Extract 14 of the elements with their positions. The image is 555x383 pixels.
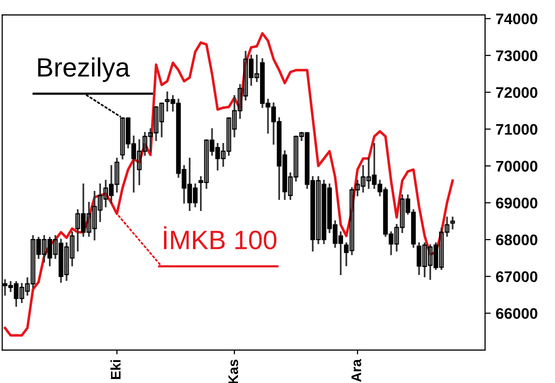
y-tick-label: 66000 (496, 308, 538, 319)
y-tick-label: 69000 (496, 198, 538, 208)
y-tick-label: 71000 (496, 124, 538, 135)
series-label: Brezilya (38, 57, 130, 82)
y-tick-label: 70000 (496, 160, 538, 172)
x-tick-label: Eki (110, 360, 121, 380)
y-tick-label: 68000 (496, 234, 538, 246)
y-tick-label: 74000 (496, 13, 538, 24)
legend-label: İMKB 100 (164, 226, 276, 250)
y-tick-label: 67000 (496, 271, 538, 282)
x-tick-label: Ara (352, 359, 362, 382)
candlestick (450, 216, 455, 230)
y-tick-label: 72000 (496, 87, 538, 98)
y-tick-label: 73000 (496, 50, 538, 62)
